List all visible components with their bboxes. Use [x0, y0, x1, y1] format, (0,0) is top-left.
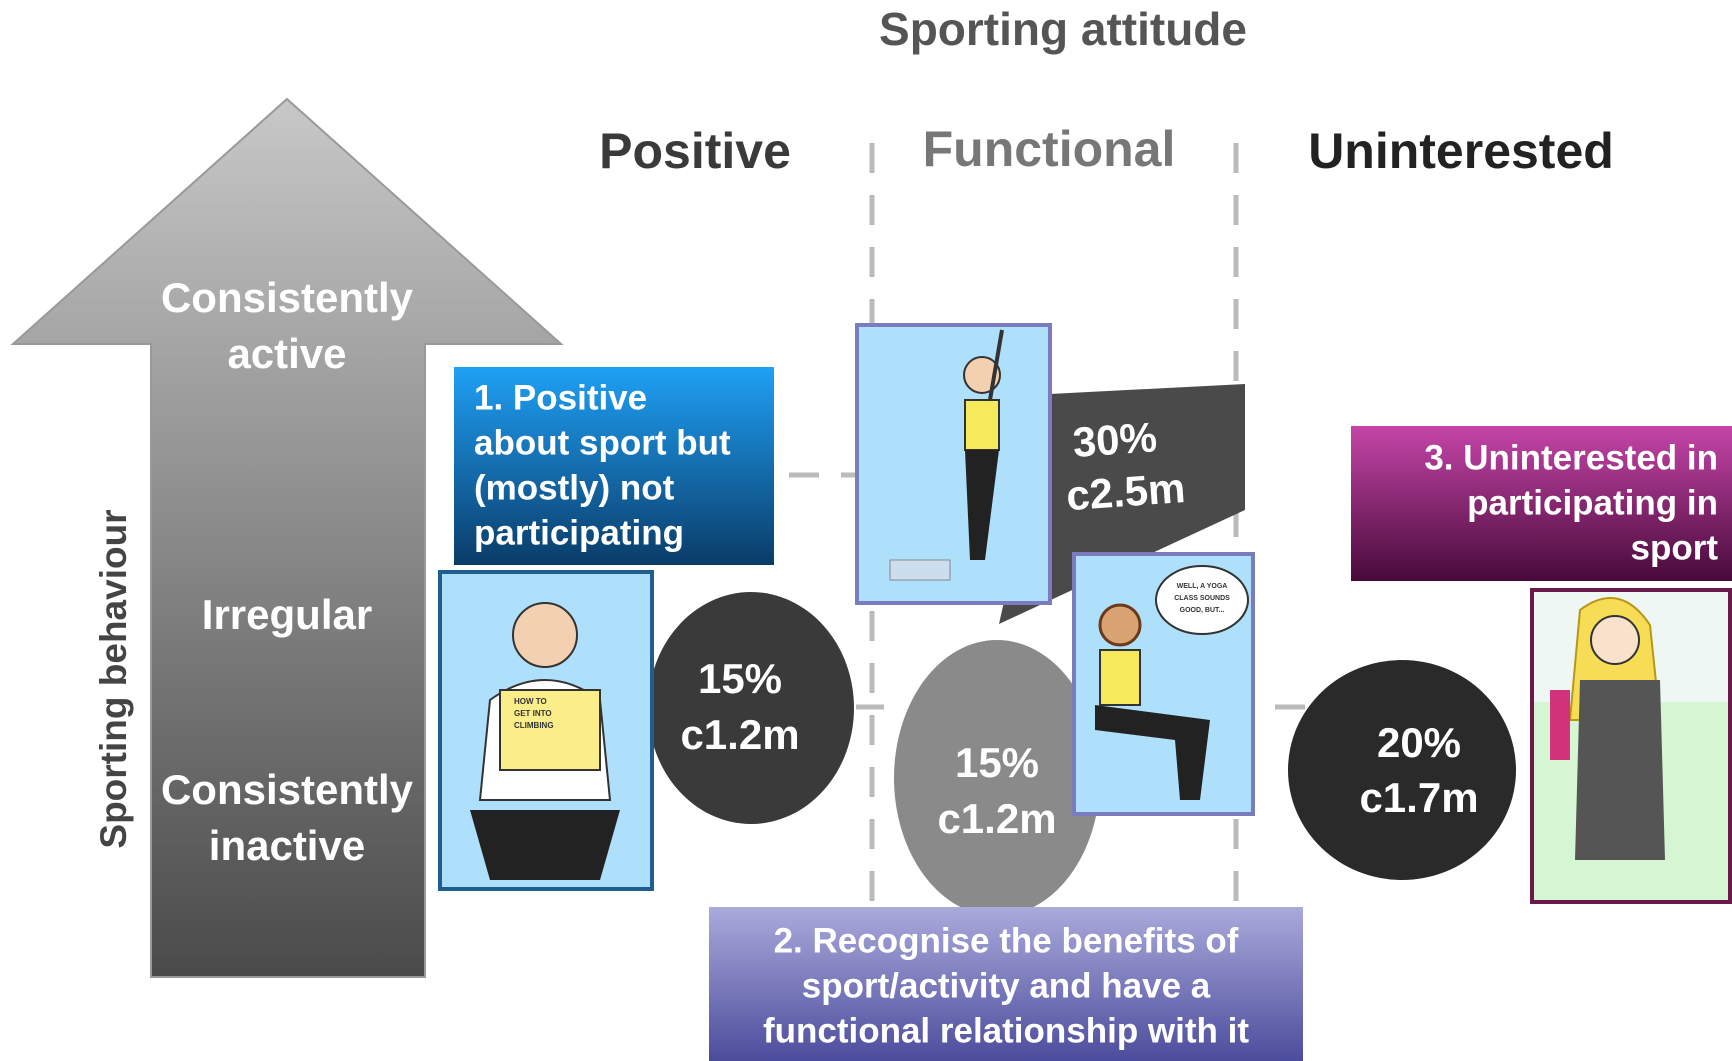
- level-label: Consistently: [161, 274, 414, 321]
- segment-count: c1.7m: [1359, 774, 1478, 821]
- callout-percent: 30%: [1071, 413, 1158, 466]
- segment-label: 1. Positive: [474, 378, 647, 417]
- segment-label: 3. Uninterested in: [1424, 438, 1718, 477]
- speech-text: WELL, A YOGA: [1177, 583, 1228, 590]
- segment-label: participating: [474, 513, 684, 552]
- segment-label: about sport but: [474, 423, 731, 462]
- illustration: [440, 572, 652, 889]
- speech-text: CLASS SOUNDS: [1174, 595, 1230, 602]
- segment-percent: 15%: [698, 655, 782, 702]
- column-header: Positive: [599, 123, 791, 179]
- diagram: Sporting attitude Positive Functional Un…: [0, 0, 1732, 1061]
- illustration: [1074, 554, 1253, 814]
- illustration-text: GET INTO: [514, 709, 552, 718]
- segment-label: functional relationship with it: [763, 1011, 1249, 1050]
- segment-percent: 15%: [955, 739, 1039, 786]
- segment-label: 2. Recognise the benefits of: [774, 921, 1239, 960]
- column-header: Uninterested: [1308, 123, 1614, 179]
- segment-percent: 20%: [1377, 719, 1461, 766]
- segment-count: c1.2m: [937, 795, 1056, 842]
- illustration-text: CLIMBING: [514, 721, 554, 730]
- illustration-text: HOW TO: [514, 697, 547, 706]
- segment-label: participating in: [1467, 483, 1718, 522]
- callout-count: c2.5m: [1065, 464, 1187, 519]
- illustration: [1532, 590, 1730, 902]
- title: Sporting attitude: [879, 3, 1247, 55]
- level-label: Irregular: [202, 591, 372, 638]
- segment-count: c1.2m: [680, 711, 799, 758]
- level-label: inactive: [209, 822, 365, 869]
- illustration: [857, 325, 1050, 603]
- axis-label: Sporting behaviour: [93, 509, 134, 848]
- segment-label: (mostly) not: [474, 468, 675, 507]
- segment-bubble: [1288, 660, 1516, 880]
- level-label: active: [227, 330, 346, 377]
- column-header: Functional: [923, 121, 1176, 177]
- segment-label: sport/activity and have a: [802, 966, 1211, 1005]
- level-label: Consistently: [161, 766, 414, 813]
- segment-label: sport: [1631, 528, 1719, 567]
- speech-text: GOOD, BUT...: [1180, 607, 1225, 614]
- segment-bubble: [648, 592, 854, 824]
